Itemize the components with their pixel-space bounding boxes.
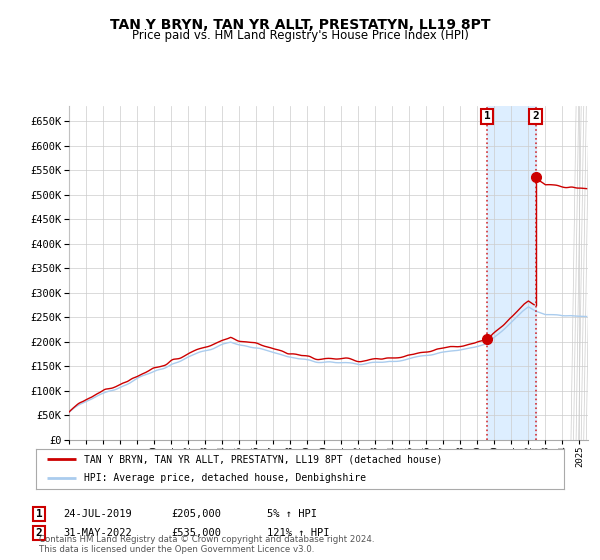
Text: TAN Y BRYN, TAN YR ALLT, PRESTATYN, LL19 8PT (detached house): TAN Y BRYN, TAN YR ALLT, PRESTATYN, LL19… <box>83 455 442 464</box>
Text: £205,000: £205,000 <box>171 509 221 519</box>
Text: 121% ↑ HPI: 121% ↑ HPI <box>267 528 329 538</box>
Text: 1: 1 <box>484 111 491 122</box>
Text: 2: 2 <box>532 111 539 122</box>
Text: £535,000: £535,000 <box>171 528 221 538</box>
Text: 5% ↑ HPI: 5% ↑ HPI <box>267 509 317 519</box>
Text: 2: 2 <box>35 528 43 538</box>
Text: TAN Y BRYN, TAN YR ALLT, PRESTATYN, LL19 8PT: TAN Y BRYN, TAN YR ALLT, PRESTATYN, LL19… <box>110 18 490 32</box>
Bar <box>487 106 536 440</box>
Text: 1: 1 <box>35 509 43 519</box>
Text: HPI: Average price, detached house, Denbighshire: HPI: Average price, detached house, Denb… <box>83 473 365 483</box>
Text: Price paid vs. HM Land Registry's House Price Index (HPI): Price paid vs. HM Land Registry's House … <box>131 29 469 42</box>
Text: Contains HM Land Registry data © Crown copyright and database right 2024.
This d: Contains HM Land Registry data © Crown c… <box>39 535 374 554</box>
Text: 24-JUL-2019: 24-JUL-2019 <box>63 509 132 519</box>
Bar <box>571 106 588 440</box>
Text: 31-MAY-2022: 31-MAY-2022 <box>63 528 132 538</box>
